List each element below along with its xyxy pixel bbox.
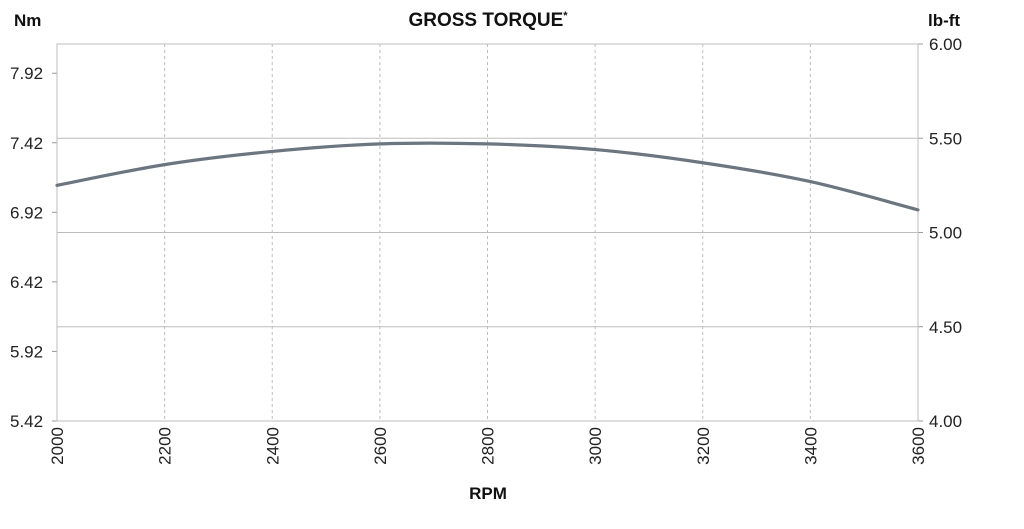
y-right-tick-label: 4.50 (929, 318, 962, 337)
x-tick-label: 2800 (479, 427, 498, 465)
y-left-tick-label: 7.92 (10, 64, 43, 83)
x-tick-labels: 2000 2200 2400 2600 2800 3000 3200 3400 3600 (48, 427, 928, 465)
x-tick-label: 3200 (694, 427, 713, 465)
y-left-tick-label: 6.92 (10, 203, 43, 222)
y-right-tick-label: 4.00 (929, 412, 962, 431)
y-left-tick-label: 5.92 (10, 342, 43, 361)
torque-line (55, 141, 920, 212)
x-tick-label: 3600 (909, 427, 928, 465)
y-right-tick-label: 5.00 (929, 224, 962, 243)
y-left-axis-title: Nm (14, 11, 41, 30)
x-tick-label: 2200 (156, 427, 175, 465)
line-layer (55, 141, 920, 212)
x-tick-label: 2400 (263, 427, 282, 465)
plot-frame (56, 43, 919, 422)
x-tick-label: 2600 (371, 427, 390, 465)
x-tick-label: 3400 (801, 427, 820, 465)
chart-title-mark: * (563, 10, 568, 22)
y-left-tick-label: 7.42 (10, 134, 43, 153)
y-right-tick-labels: 4.00 4.50 5.00 5.50 6.00 (929, 35, 962, 431)
y-left-tick-label: 6.42 (10, 273, 43, 292)
x-tick-label: 2000 (48, 427, 67, 465)
x-axis-title: RPM (469, 484, 507, 503)
y-right-tick-label: 5.50 (929, 129, 962, 148)
y-right-tick-label: 6.00 (929, 35, 962, 54)
chart-title: GROSS TORQUE* (408, 10, 568, 31)
chart-title-text: GROSS TORQUE (408, 10, 563, 31)
y-right-axis-title: lb-ft (928, 11, 960, 30)
grid-layer (52, 43, 923, 422)
x-tick-label: 3000 (586, 427, 605, 465)
y-left-tick-labels: 5.42 5.92 6.42 6.92 7.42 7.92 (10, 64, 43, 431)
y-left-tick-label: 5.42 (10, 412, 43, 431)
